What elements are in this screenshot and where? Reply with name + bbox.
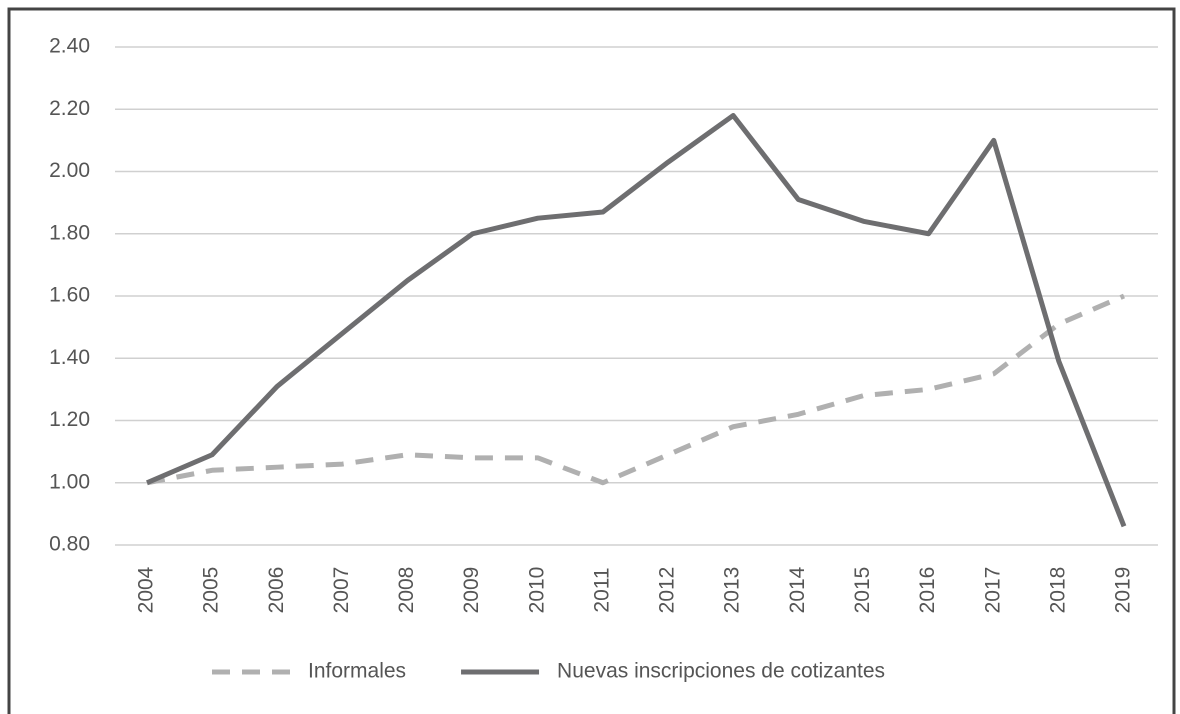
x-tick-label: 2014: [786, 566, 809, 613]
x-tick-label: 2009: [460, 567, 483, 614]
series-line: [146, 293, 1125, 486]
y-tick-label: 1.00: [49, 470, 90, 493]
x-tick-label: 2019: [1112, 567, 1135, 614]
y-tick-label: 1.20: [49, 408, 90, 431]
x-tick-label: 2013: [721, 567, 744, 614]
x-tick-label: 2016: [916, 567, 939, 614]
y-tick-label: 2.20: [49, 97, 90, 120]
x-tick-label: 2015: [851, 567, 874, 614]
x-tick-label: 2012: [656, 567, 679, 614]
x-tick-label: 2007: [330, 567, 353, 614]
x-tick-label: 2018: [1046, 567, 1069, 614]
x-tick-label: 2005: [200, 567, 223, 614]
x-tick-label: 2011: [590, 567, 613, 612]
x-tick-label: 2010: [525, 567, 548, 614]
y-tick-label: 1.40: [49, 346, 90, 369]
y-tick-label: 0.80: [49, 533, 90, 556]
x-tick-label: 2004: [135, 566, 158, 613]
series-line: [146, 112, 1127, 528]
legend-label: Informales: [308, 660, 406, 683]
legend-label: Nuevas inscripciones de cotizantes: [557, 660, 885, 683]
chart-border: [7, 7, 1176, 714]
y-tick-label: 1.80: [49, 221, 90, 244]
y-tick-label: 2.00: [49, 159, 90, 182]
x-tick-label: 2017: [981, 567, 1004, 614]
y-tick-label: 2.40: [49, 35, 90, 58]
x-tick-label: 2008: [395, 567, 418, 614]
x-tick-label: 2006: [265, 567, 288, 614]
y-tick-label: 1.60: [49, 284, 90, 307]
